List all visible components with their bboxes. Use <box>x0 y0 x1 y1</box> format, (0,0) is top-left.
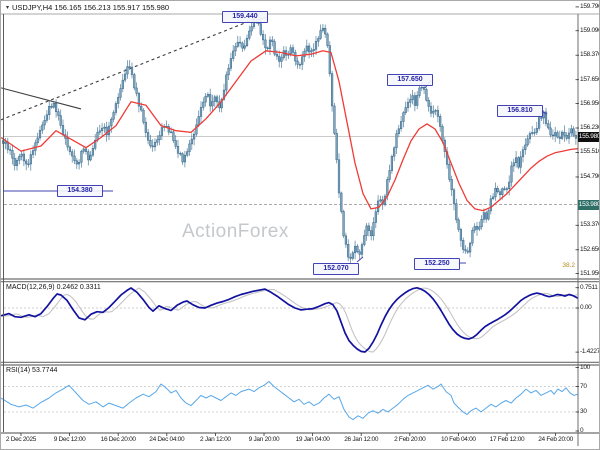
time-axis-label: 10 Feb 04:00 <box>441 436 476 443</box>
trendline-dashed[interactable] <box>1 17 258 121</box>
time-axis-label: 26 Jan 12:00 <box>344 436 379 443</box>
time-axis-label: 24 Feb 20:00 <box>538 436 573 443</box>
macd-main-line <box>1 286 579 353</box>
chart-title-text: USDJPY,H4 156.165 156.213 155.917 155.98… <box>12 3 170 12</box>
price-axis-label: 154.790 <box>580 172 600 180</box>
macd-panel-label: MACD(12,26,9) 0.2462 0.3311 <box>6 284 101 291</box>
price-annotation[interactable]: 159.440 <box>222 11 268 23</box>
chart-title: ▾ USDJPY,H4 156.165 156.213 155.917 155.9… <box>6 3 169 12</box>
symbol-dropdown-icon[interactable]: ▾ <box>6 5 10 11</box>
level-price-badge: 153.980 <box>578 199 600 210</box>
price-annotation[interactable]: 157.650 <box>387 74 433 86</box>
price-annotation[interactable]: 156.810 <box>497 105 543 117</box>
price-axis-label: 155.510 <box>580 148 600 156</box>
macd-signal-line <box>1 287 578 353</box>
price-axis-label: 159.790 <box>580 2 600 10</box>
price-axis-label: 157.650 <box>580 75 600 83</box>
time-axis-label: 17 Feb 12:00 <box>489 436 525 443</box>
annotation-connector <box>356 256 364 263</box>
time-axis-label: 9 Dec 12:00 <box>53 436 86 443</box>
current-price-badge: 155.980 <box>578 131 600 142</box>
time-axis-label: 2 Feb 20:00 <box>394 436 426 443</box>
price-axis-label: 151.950 <box>580 269 600 277</box>
rsi-panel-label: RSI(14) 53.7744 <box>6 367 58 374</box>
macd-axis-label: 0.7511 <box>580 283 598 291</box>
trendline-solid[interactable] <box>1 87 82 110</box>
price-axis[interactable]: 159.790 159.090 158.370 157.650 156.950 156.2… <box>579 1 600 449</box>
price-annotation[interactable]: 152.250 <box>414 258 460 270</box>
candlestick-series <box>574 135 577 139</box>
time-axis-label: 2 Dec 2025 <box>5 436 37 443</box>
time-axis-label: 2 Jan 12:00 <box>200 436 231 443</box>
price-annotation[interactable]: 152.070 <box>313 263 359 275</box>
macd-axis-label: 0.00 <box>580 304 592 311</box>
time-axis-label: 9 Jan 20:00 <box>248 436 280 443</box>
watermark: ActionForex <box>182 221 289 242</box>
rsi-axis-label: 70 <box>580 382 587 390</box>
time-axis-label: 24 Dec 04:00 <box>149 436 185 443</box>
price-annotation[interactable]: 154.380 <box>57 185 103 197</box>
price-axis-label: 156.950 <box>580 99 600 107</box>
price-axis-label: 152.650 <box>580 245 600 253</box>
price-axis-label: 156.230 <box>580 123 600 131</box>
moving-average-line[interactable] <box>1 50 579 212</box>
time-axis-label: 16 Dec 20:00 <box>100 436 136 443</box>
price-axis-label: 153.370 <box>580 221 600 229</box>
rsi-line <box>1 381 579 421</box>
macd-axis-label: -1.4227 <box>580 348 600 356</box>
rsi-axis-label: 30 <box>580 407 587 415</box>
rsi-axis-label: 100 <box>580 363 590 371</box>
price-axis-label: 158.370 <box>580 51 600 59</box>
fib-level-label: 38.2 <box>562 262 575 269</box>
rsi-axis-label: 0 <box>580 427 584 434</box>
time-axis-label: 19 Jan 04:00 <box>295 436 330 443</box>
price-axis-label: 159.090 <box>580 26 600 34</box>
